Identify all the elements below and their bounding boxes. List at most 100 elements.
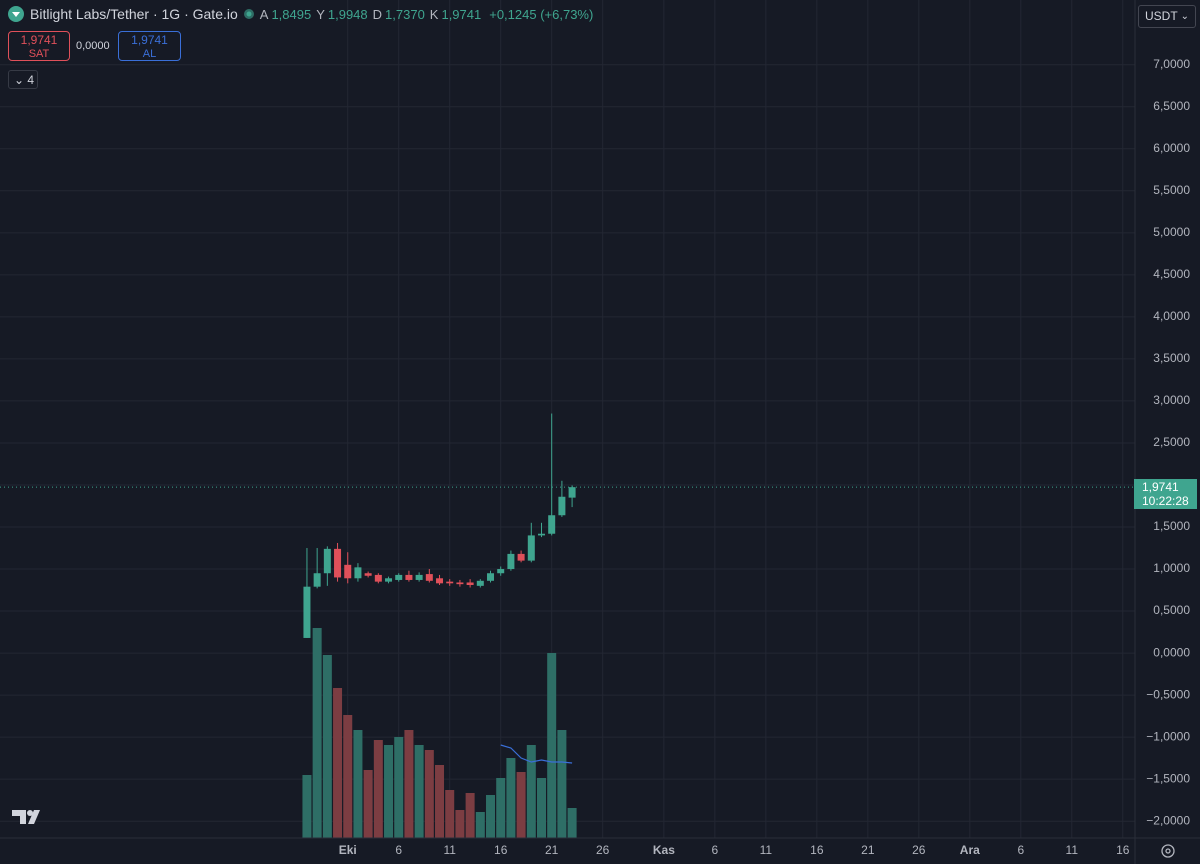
candle-body: [334, 548, 342, 578]
x-tick-label: 21: [545, 843, 559, 857]
sell-label: SAT: [28, 48, 50, 60]
candle-body: [364, 573, 372, 576]
ohlc-value: 1,9948: [327, 6, 368, 22]
x-tick-label: 6: [1017, 843, 1024, 857]
candle-body: [303, 586, 311, 638]
change: +0,1245 (+6,73%): [489, 6, 594, 22]
candle-body: [354, 567, 362, 579]
volume-bar: [557, 730, 567, 838]
volume-bar: [435, 765, 445, 838]
sell-button[interactable]: 1,9741 SAT: [8, 31, 70, 61]
ohlc-key: K: [429, 6, 439, 22]
candle-body: [436, 578, 444, 584]
y-tick-label: 5,5000: [1153, 183, 1190, 197]
candle-body: [344, 564, 352, 579]
y-tick-label: 4,0000: [1153, 309, 1190, 323]
symbol[interactable]: Bitlight Labs/Tether · 1G · Gate.io: [30, 6, 238, 22]
y-tick-label: −1,5000: [1146, 771, 1190, 785]
currency: USDT: [1145, 9, 1178, 23]
volume-bar: [506, 758, 516, 838]
volume-bar: [465, 793, 475, 838]
status-dot: [243, 9, 254, 19]
y-tick-label: 3,0000: [1153, 393, 1190, 407]
volume-bar: [414, 745, 424, 838]
x-tick-label: 6: [395, 843, 402, 857]
volume-bar: [363, 770, 373, 838]
candle-body: [487, 573, 495, 581]
candle-body: [548, 515, 556, 534]
ohlc-key: D: [372, 6, 383, 22]
y-tick-label: 4,5000: [1153, 267, 1190, 281]
candle-body: [497, 569, 505, 574]
countdown: 10:22:28: [1142, 494, 1189, 509]
y-tick-label: 0,5000: [1153, 603, 1190, 617]
sell-price: 1,9741: [20, 33, 58, 47]
candle-body: [466, 582, 474, 586]
volume-bar: [384, 745, 394, 838]
volume-bar: [394, 737, 404, 838]
x-tick-label: 11: [1066, 843, 1079, 857]
candle-body: [476, 580, 484, 586]
ohlc-value: 1,7370: [385, 6, 425, 22]
settings-icon[interactable]: [1161, 844, 1175, 858]
volume-bar: [424, 750, 434, 838]
x-tick-label: Eki: [339, 843, 357, 857]
candle-body: [405, 574, 413, 580]
x-tick-label: 11: [760, 843, 773, 857]
ohlc-values: A 1,8495 Y 1,9948 D 1,7370 K 1,9741: [260, 7, 483, 22]
ohlc-key: Y: [316, 6, 325, 22]
x-tick-label: 16: [1116, 843, 1130, 857]
candle-body: [415, 574, 423, 580]
volume-bar: [322, 655, 332, 838]
price-tag-price: 1,9741: [1142, 480, 1179, 495]
logo: [12, 810, 40, 824]
volume-bar: [445, 790, 455, 838]
candle-body: [558, 496, 566, 516]
y-tick-label: −0,5000: [1146, 687, 1190, 701]
symbol-icon: [8, 6, 24, 22]
x-tick-label: 16: [494, 843, 508, 857]
volume-bar: [373, 740, 383, 838]
price-tag: 1,9741 10:22:28: [1134, 479, 1197, 510]
x-tick-label: 26: [912, 843, 926, 857]
y-tick-label: 0,0000: [1153, 645, 1190, 659]
buy-price: 1,9741: [131, 33, 168, 47]
indicators-toggle[interactable]: ⌄ 4: [8, 70, 38, 89]
y-tick-label: 1,5000: [1153, 519, 1190, 533]
volume-ma-line: [500, 744, 573, 764]
volume-bar: [302, 775, 312, 838]
volume-bar: [455, 810, 465, 838]
y-tick-label: 1,0000: [1153, 561, 1190, 575]
volume-bar: [353, 730, 363, 838]
candle-body: [313, 573, 321, 587]
y-tick-label: 6,0000: [1153, 141, 1190, 155]
candle-body: [456, 582, 464, 585]
volume-bar: [526, 745, 536, 838]
volume-bar: [547, 653, 557, 838]
buy-button[interactable]: 1,9741 AL: [118, 31, 181, 61]
candle-body: [517, 553, 525, 561]
candle-body: [446, 581, 454, 584]
x-tick-label: Kas: [653, 843, 675, 857]
x-tick-label: 26: [596, 843, 610, 857]
y-tick-label: 6,5000: [1153, 99, 1190, 113]
volume-bar: [343, 715, 353, 838]
currency-select[interactable]: USDT ⌄: [1138, 5, 1196, 28]
y-tick-label: 5,0000: [1153, 225, 1190, 239]
candle-body: [323, 548, 331, 574]
ohlc-key: A: [259, 6, 269, 22]
volume-bar: [536, 778, 546, 838]
candle-body: [374, 574, 382, 582]
y-tick-label: 7,0000: [1153, 57, 1190, 71]
spread: 0,0000: [76, 40, 110, 52]
candle-body: [385, 578, 393, 582]
x-tick-label: 21: [861, 843, 875, 857]
x-tick-label: 11: [443, 843, 456, 857]
grid: [0, 0, 1135, 838]
y-tick-label: −2,0000: [1146, 813, 1190, 827]
candle-body: [568, 487, 576, 498]
legend-header: Bitlight Labs/Tether · 1G · Gate.io A 1,8…: [8, 6, 595, 22]
x-tick-label: Ara: [960, 843, 980, 857]
